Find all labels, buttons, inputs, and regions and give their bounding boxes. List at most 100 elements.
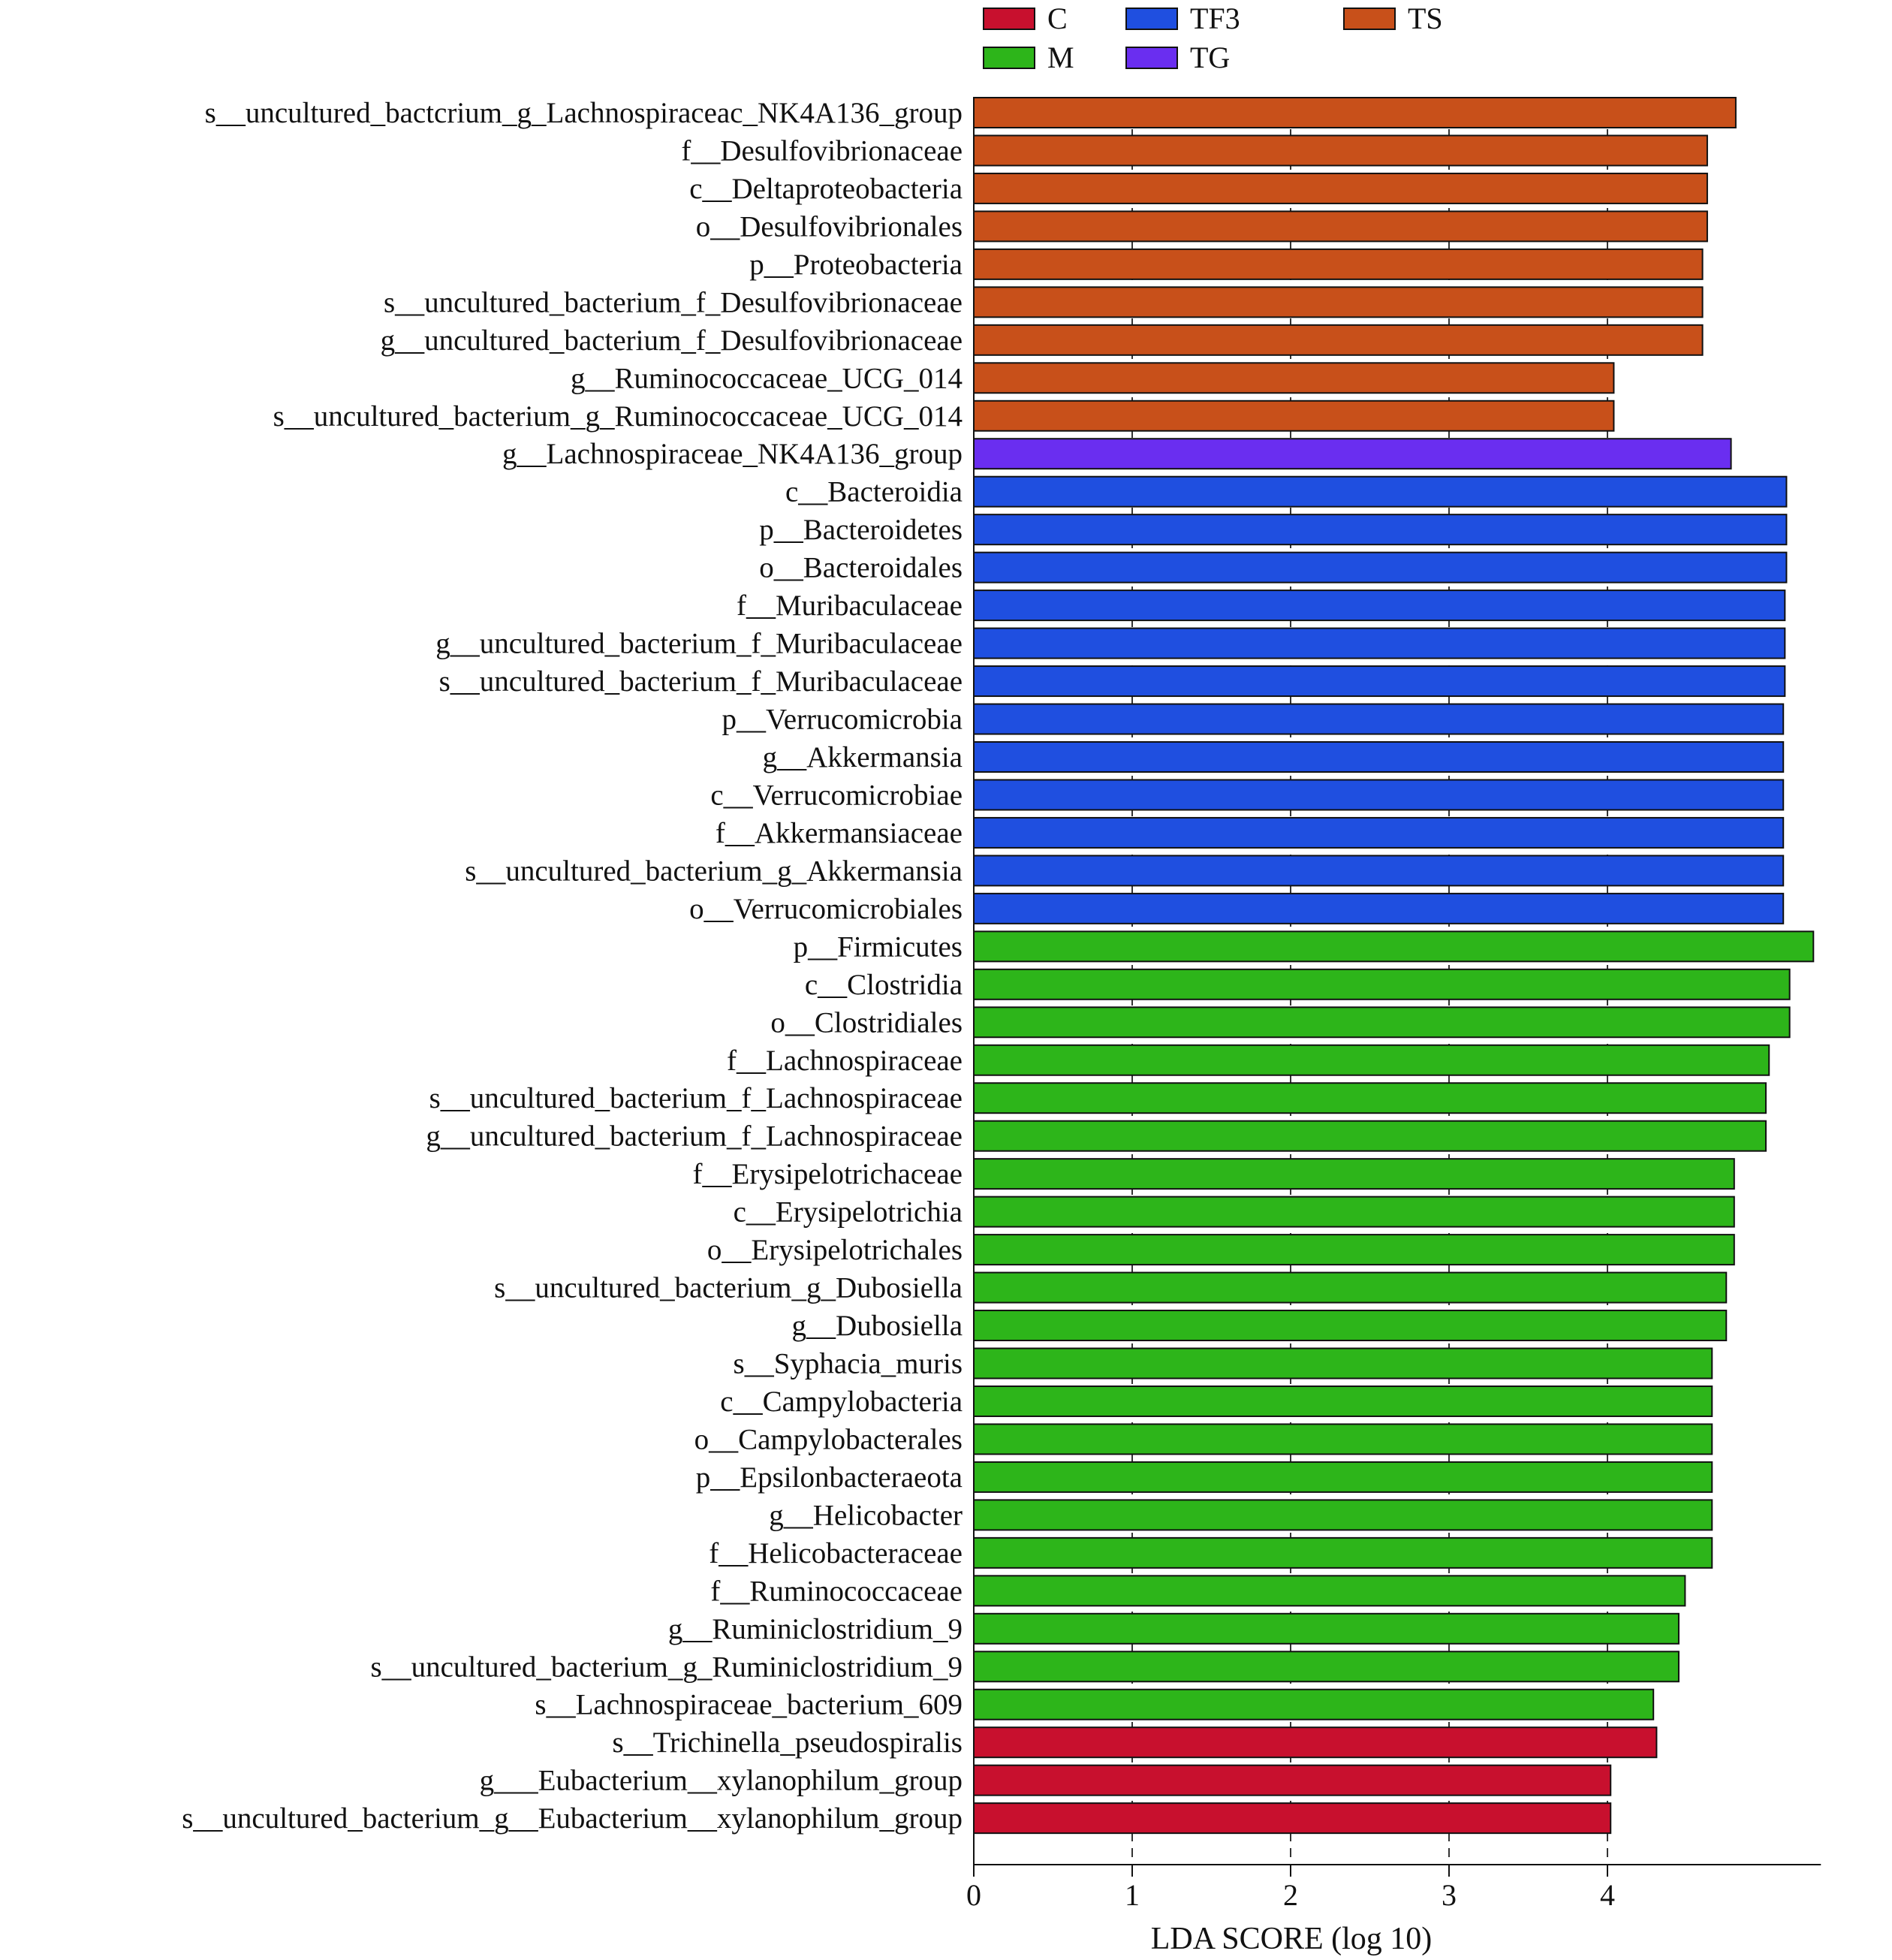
bars	[973, 97, 1815, 1835]
category-label: s__uncultured_bacterium_g__Eubacterium__…	[182, 1802, 963, 1835]
category-label: o__Verrucomicrobiales	[689, 893, 963, 925]
category-label: g__uncultured_bacterium_f_Muribaculaceae	[435, 628, 963, 660]
bar	[973, 551, 1788, 583]
category-label: o__Campylobacterales	[694, 1423, 963, 1455]
legend-label: TG	[1190, 41, 1230, 74]
category-label: g__Lachnospiraceae_NK4A136_group	[502, 438, 963, 470]
legend: C TF3 TS M TG	[983, 2, 1443, 74]
bar	[973, 703, 1785, 735]
category-label: c__Verrucomicrobiae	[710, 779, 963, 811]
bar	[973, 1310, 1728, 1342]
bar	[973, 1764, 1612, 1796]
legend-label: TF3	[1190, 2, 1240, 35]
x-axis-title: LDA SCORE (log 10)	[1151, 1922, 1433, 1956]
category-label: g__Dubosiella	[792, 1310, 963, 1342]
category-label: c__Deltaproteobacteria	[689, 173, 963, 205]
category-label: f__Akkermansiaceae	[716, 817, 963, 849]
category-label: g__Ruminococcaceae_UCG_014	[571, 362, 963, 394]
x-tick-label: 4	[1600, 1878, 1615, 1912]
bar	[973, 438, 1732, 470]
category-label: g__Akkermansia	[763, 741, 963, 773]
category-label: p__Verrucomicrobia	[722, 704, 963, 736]
category-label: c__Bacteroidia	[785, 476, 963, 508]
category-label: s__uncultured_bacterium_f_Desulfovibrion…	[384, 286, 963, 318]
legend-label: M	[1047, 41, 1074, 74]
bar	[973, 1271, 1728, 1304]
bar	[973, 779, 1785, 811]
bar	[973, 930, 1815, 963]
x-tick-label: 1	[1125, 1878, 1140, 1912]
category-label: c__Campylobacteria	[720, 1386, 963, 1418]
legend-swatch	[1343, 8, 1396, 30]
category-label: o__Bacteroidales	[759, 552, 963, 584]
legend-swatch	[1125, 8, 1178, 30]
category-label: p__Proteobacteria	[749, 249, 963, 281]
category-label: o__Clostridiales	[770, 1006, 963, 1039]
x-tick-label: 0	[966, 1878, 981, 1912]
legend-label: TS	[1408, 2, 1443, 35]
bar	[973, 1612, 1680, 1645]
bar	[973, 172, 1708, 204]
category-label: p__Bacteroidetes	[759, 514, 963, 546]
category-label: g___Eubacterium__xylanophilum_group	[480, 1765, 963, 1797]
bar	[973, 1044, 1770, 1076]
bar	[973, 665, 1786, 698]
bar	[973, 514, 1788, 546]
bar	[973, 324, 1704, 356]
bar	[973, 1499, 1713, 1531]
category-label: g__uncultured_bacterium_f_Desulfovibrion…	[381, 324, 963, 357]
category-label: o__Erysipelotrichales	[707, 1234, 963, 1266]
bar	[973, 816, 1785, 849]
x-axis: 0 1 2 3 4	[966, 98, 1821, 1912]
category-label: s__uncultured_bacterium_g_Dubosiella	[494, 1272, 963, 1304]
bar	[973, 855, 1785, 887]
bar	[973, 1158, 1735, 1190]
category-label: f__Muribaculaceae	[737, 590, 963, 622]
bar	[973, 248, 1704, 280]
x-tick-label: 2	[1283, 1878, 1298, 1912]
bar	[973, 97, 1737, 128]
legend-swatch	[983, 8, 1035, 30]
bar	[973, 590, 1786, 622]
category-label: s__uncultured_bacterium_f_Muribaculaceae	[439, 665, 963, 698]
legend-swatch	[983, 47, 1035, 69]
category-label: p__Firmicutes	[794, 930, 963, 963]
category-label: f__Ruminococcaceae	[710, 1575, 963, 1607]
category-label: s__uncultured_bacterium_g_Ruminiclostrid…	[370, 1651, 963, 1683]
category-label: o__Desulfovibrionales	[696, 210, 963, 243]
category-label: s__Syphacia_muris	[734, 1348, 963, 1380]
category-label: f__Desulfovibrionaceae	[681, 134, 963, 167]
bar	[973, 892, 1785, 924]
category-label: s__uncultured_bacterium_g_Ruminococcacea…	[273, 400, 963, 433]
category-label: g__uncultured_bacterium_f_Lachnospiracea…	[426, 1120, 963, 1153]
bar	[973, 1234, 1735, 1266]
bar	[973, 400, 1615, 432]
bar	[973, 362, 1615, 394]
x-tick-label: 3	[1442, 1878, 1457, 1912]
category-label: s__uncultured_bactcrium_g_Lachnospiracea…	[205, 97, 963, 129]
category-label: g__Ruminiclostridium_9	[668, 1613, 963, 1645]
bar	[973, 1423, 1713, 1455]
category-label: g__Helicobacter	[769, 1499, 963, 1531]
bar	[973, 1082, 1767, 1114]
bar	[973, 475, 1788, 508]
bar	[973, 740, 1785, 773]
bar	[973, 1575, 1686, 1607]
bar	[973, 210, 1708, 243]
category-label: f__Lachnospiraceae	[727, 1045, 963, 1077]
bar	[973, 1688, 1655, 1720]
category-label: f__Erysipelotrichaceae	[693, 1158, 963, 1190]
bar	[973, 1120, 1767, 1152]
bar	[973, 1006, 1791, 1039]
category-labels: s__uncultured_bactcrium_g_Lachnospiracea…	[182, 97, 963, 1835]
bar	[973, 1347, 1713, 1380]
bar	[973, 1536, 1713, 1569]
category-label: f__Helicobacteraceae	[709, 1537, 963, 1570]
bar	[973, 968, 1791, 1000]
legend-swatch	[1125, 47, 1178, 69]
category-label: s__uncultured_bacterium_f_Lachnospiracea…	[429, 1082, 963, 1114]
category-label: s__Trichinella_pseudospiralis	[612, 1726, 963, 1759]
bar	[973, 1726, 1658, 1759]
bar	[973, 1385, 1713, 1417]
